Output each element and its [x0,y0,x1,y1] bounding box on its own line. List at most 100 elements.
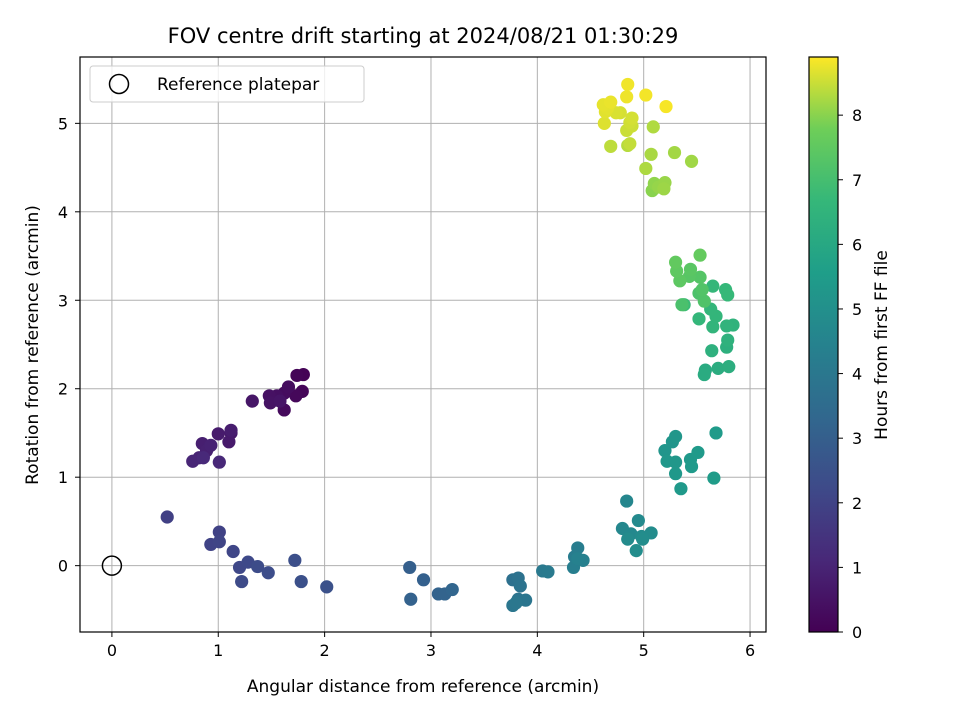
x-axis-label: Angular distance from reference (arcmin) [247,677,599,697]
data-point [416,573,431,587]
data-point [668,467,683,481]
data-point [658,444,672,458]
legend-box [89,65,365,103]
data-point [720,319,734,333]
data-point [290,368,304,383]
y-tick-label: 2 [58,380,68,399]
data-point [604,95,618,109]
data-point [403,560,417,575]
data-point [196,451,210,465]
data-point [668,255,683,269]
data-point [668,429,683,444]
data-point [693,270,707,284]
data-point [204,438,218,452]
data-point [404,592,418,606]
data-point [629,544,643,558]
x-tick-label: 1 [213,641,223,660]
colorbar-tick-label: 1 [852,558,862,577]
x-tick-label: 0 [107,641,117,660]
reference-point-marker [101,555,123,576]
colorbar-tick-label: 8 [852,106,862,125]
colorbar-tick-label: 3 [852,429,862,448]
colorbar-tick-label: 4 [852,365,862,384]
legend-entry-reference: Reference platepar [157,75,319,95]
data-point [273,394,287,408]
data-point [674,482,688,496]
data-point [281,380,296,394]
x-tick-label: 6 [745,641,755,660]
data-point [261,566,275,580]
data-point [659,99,673,114]
data-point [631,513,645,528]
data-point [684,154,699,168]
data-point [294,574,308,589]
data-point [621,77,635,92]
data-point [623,137,637,151]
data-point [697,294,711,308]
plot-frame [79,56,767,633]
data-point [222,435,236,449]
grid-lines [80,57,766,632]
data-point [639,88,653,102]
data-point [711,361,725,375]
colorbar-ticks: 0 1 2 3 4 5 6 7 8 [838,106,862,642]
y-tick-label: 3 [58,291,68,310]
data-point [668,455,683,469]
data-point [636,532,650,546]
data-point [212,535,226,549]
colorbar-label: Hours from first FF file [872,250,892,440]
data-point [320,580,334,594]
chart-title: FOV centre drift starting at 2024/08/21 … [168,24,679,48]
data-point [721,288,735,302]
x-tick-label: 4 [532,641,542,660]
data-point [445,582,459,597]
data-point [705,344,719,358]
x-tick-label: 2 [320,641,330,660]
data-point [289,389,303,403]
data-point [684,459,699,474]
y-tick-label: 0 [58,557,68,576]
data-point [513,579,527,593]
legend: Reference platepar [89,65,365,103]
x-tick-label: 5 [639,641,649,660]
y-axis-ticks: 0 1 2 3 4 5 [58,114,80,576]
colorbar-tick-label: 6 [852,235,862,254]
data-point [706,279,720,293]
scatter-points [101,77,740,613]
data-point [721,333,735,347]
data-point [667,145,682,160]
colorbar-gradient [809,57,838,632]
colorbar-tick-label: 7 [852,171,862,190]
data-point [211,427,225,441]
data-point [722,360,736,374]
colorbar-tick-label: 2 [852,494,862,513]
data-point [625,111,639,125]
data-point [251,559,265,574]
data-point [245,394,259,408]
data-point [571,551,585,566]
y-tick-label: 5 [58,114,68,133]
data-point [706,320,720,334]
data-point [604,139,618,153]
data-point [621,532,635,546]
colorbar-tick-label: 5 [852,300,862,319]
data-point [657,182,671,196]
data-point [571,541,585,555]
legend-marker [108,73,130,95]
data-point [597,116,611,130]
data-point [691,445,705,460]
y-tick-label: 4 [58,203,68,222]
x-axis-ticks: 0 1 2 3 4 5 6 [107,632,755,660]
data-point [620,494,634,508]
data-point [160,510,174,524]
data-point [693,248,707,262]
data-point [644,147,658,161]
data-point [639,161,653,176]
data-point [697,367,711,382]
data-point [683,262,698,276]
data-point [620,90,634,104]
data-point [695,283,709,297]
y-axis-label: Rotation from reference (arcmin) [23,205,43,485]
data-point [224,423,238,437]
